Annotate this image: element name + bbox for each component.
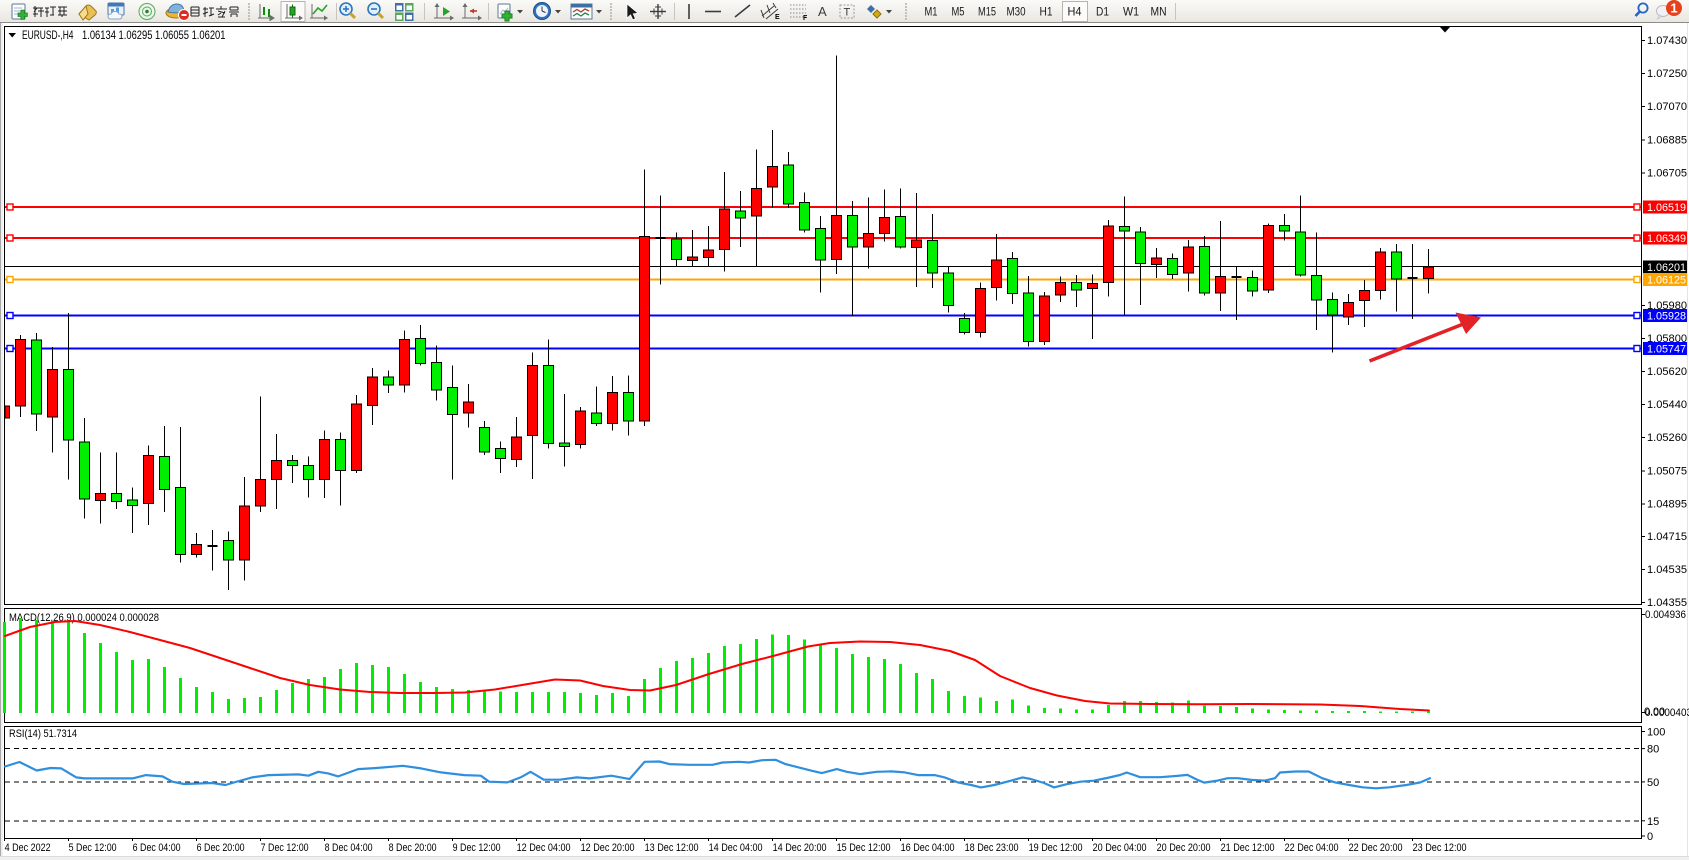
svg-text:1.06519: 1.06519 bbox=[1647, 202, 1686, 214]
svg-text:1.05620: 1.05620 bbox=[1647, 366, 1687, 378]
svg-text:6 Dec 04:00: 6 Dec 04:00 bbox=[133, 842, 181, 854]
svg-text:EURUSD-,H4: EURUSD-,H4 bbox=[22, 28, 74, 42]
svg-text:A: A bbox=[818, 4, 827, 19]
svg-text:1.05075: 1.05075 bbox=[1647, 466, 1687, 478]
svg-text:12 Dec 20:00: 12 Dec 20:00 bbox=[581, 842, 635, 854]
svg-text:1.06349: 1.06349 bbox=[1647, 233, 1686, 245]
svg-text:1.05440: 1.05440 bbox=[1647, 399, 1687, 411]
svg-text:12 Dec 04:00: 12 Dec 04:00 bbox=[517, 842, 571, 854]
svg-text:1.04895: 1.04895 bbox=[1647, 499, 1687, 511]
svg-text:22 Dec 20:00: 22 Dec 20:00 bbox=[1349, 842, 1403, 854]
svg-text:21 Dec 12:00: 21 Dec 12:00 bbox=[1221, 842, 1275, 854]
svg-text:1.04535: 1.04535 bbox=[1647, 564, 1687, 576]
svg-text:0.004936: 0.004936 bbox=[1645, 609, 1686, 621]
svg-text:MACD(12,26,9) 0.000024 0.00002: MACD(12,26,9) 0.000024 0.000028 bbox=[9, 612, 159, 624]
svg-text:9 Dec 12:00: 9 Dec 12:00 bbox=[453, 842, 501, 854]
svg-text:7 Dec 12:00: 7 Dec 12:00 bbox=[261, 842, 309, 854]
svg-text:19 Dec 12:00: 19 Dec 12:00 bbox=[1029, 842, 1083, 854]
svg-text:1.05747: 1.05747 bbox=[1647, 344, 1686, 356]
svg-text:15 Dec 12:00: 15 Dec 12:00 bbox=[837, 842, 891, 854]
svg-text:15: 15 bbox=[1647, 816, 1659, 828]
svg-text:M30: M30 bbox=[1007, 5, 1026, 19]
svg-text:50: 50 bbox=[1647, 777, 1659, 789]
svg-text:1.05928: 1.05928 bbox=[1647, 311, 1686, 323]
svg-text:1.06125: 1.06125 bbox=[1647, 275, 1686, 287]
svg-text:M5: M5 bbox=[952, 5, 965, 19]
svg-text:W1: W1 bbox=[1123, 5, 1139, 19]
svg-text:6 Dec 20:00: 6 Dec 20:00 bbox=[197, 842, 245, 854]
svg-text:1.04355: 1.04355 bbox=[1647, 597, 1687, 609]
svg-text:1: 1 bbox=[1670, 1, 1677, 16]
svg-text:H1: H1 bbox=[1040, 5, 1053, 19]
svg-text:13 Dec 12:00: 13 Dec 12:00 bbox=[645, 842, 699, 854]
svg-text:0.0000403: 0.0000403 bbox=[1645, 707, 1689, 719]
svg-text:20 Dec 04:00: 20 Dec 04:00 bbox=[1093, 842, 1147, 854]
svg-text:23 Dec 12:00: 23 Dec 12:00 bbox=[1413, 842, 1467, 854]
svg-text:T: T bbox=[844, 7, 851, 19]
svg-text:100: 100 bbox=[1647, 727, 1665, 739]
svg-text:F: F bbox=[803, 15, 808, 22]
svg-text:E: E bbox=[775, 14, 780, 21]
svg-text:14 Dec 04:00: 14 Dec 04:00 bbox=[709, 842, 763, 854]
svg-text:1.06134 1.06295 1.06055 1.0620: 1.06134 1.06295 1.06055 1.06201 bbox=[82, 28, 226, 42]
svg-text:16 Dec 04:00: 16 Dec 04:00 bbox=[901, 842, 955, 854]
svg-text:RSI(14) 51.7314: RSI(14) 51.7314 bbox=[9, 728, 77, 740]
svg-text:80: 80 bbox=[1647, 744, 1659, 756]
svg-text:20 Dec 20:00: 20 Dec 20:00 bbox=[1157, 842, 1211, 854]
svg-text:14 Dec 20:00: 14 Dec 20:00 bbox=[773, 842, 827, 854]
svg-text:18 Dec 23:00: 18 Dec 23:00 bbox=[965, 842, 1019, 854]
svg-text:1.07250: 1.07250 bbox=[1647, 68, 1687, 80]
svg-text:MN: MN bbox=[1151, 5, 1167, 19]
svg-text:1.06201: 1.06201 bbox=[1647, 262, 1686, 274]
svg-text:1.06885: 1.06885 bbox=[1647, 135, 1687, 147]
svg-text:H4: H4 bbox=[1068, 5, 1082, 19]
svg-text:8 Dec 04:00: 8 Dec 04:00 bbox=[325, 842, 373, 854]
svg-text:8 Dec 20:00: 8 Dec 20:00 bbox=[389, 842, 437, 854]
svg-text:D1: D1 bbox=[1096, 5, 1109, 19]
svg-text:1.05260: 1.05260 bbox=[1647, 432, 1687, 444]
svg-text:0: 0 bbox=[1647, 831, 1653, 843]
svg-text:4 Dec 2022: 4 Dec 2022 bbox=[5, 842, 51, 854]
svg-text:22 Dec 04:00: 22 Dec 04:00 bbox=[1285, 842, 1339, 854]
svg-text:0.00: 0.00 bbox=[1644, 706, 1665, 718]
svg-text:1.07070: 1.07070 bbox=[1647, 101, 1687, 113]
svg-text:1.06705: 1.06705 bbox=[1647, 168, 1687, 180]
svg-text:1.04715: 1.04715 bbox=[1647, 531, 1687, 543]
svg-text:5 Dec 12:00: 5 Dec 12:00 bbox=[69, 842, 117, 854]
svg-text:1.07430: 1.07430 bbox=[1647, 35, 1687, 47]
svg-text:M1: M1 bbox=[925, 5, 938, 19]
svg-text:M15: M15 bbox=[978, 5, 996, 19]
